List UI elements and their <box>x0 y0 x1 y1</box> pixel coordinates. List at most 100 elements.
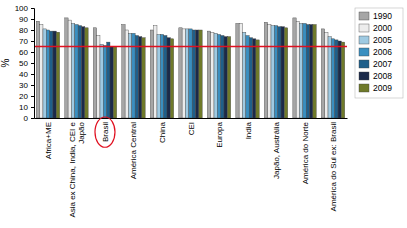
bar <box>154 26 157 118</box>
tick-label: 90 <box>19 15 28 24</box>
bar <box>53 31 56 118</box>
bar <box>268 25 271 119</box>
legend-label: 2007 <box>373 59 392 69</box>
bar <box>284 28 287 118</box>
legend: 1990200020052006200720082009 <box>355 8 403 98</box>
bar <box>303 23 306 118</box>
tick-label: 10 <box>19 103 28 112</box>
bar <box>296 21 299 118</box>
bar <box>207 31 210 118</box>
legend-item: 2007 <box>359 59 392 69</box>
bar <box>85 28 88 118</box>
bar <box>211 32 214 118</box>
tick-mark <box>31 118 34 119</box>
tick-mark <box>31 8 34 9</box>
bar <box>271 26 274 118</box>
plot: 0102030405060708090100Africa+MEAsia ex C… <box>15 4 348 218</box>
bar <box>256 40 259 118</box>
tick-label: 40 <box>19 70 28 79</box>
legend-item: 2009 <box>359 83 392 93</box>
tick-mark <box>31 74 34 75</box>
bar <box>243 32 246 118</box>
series <box>40 20 328 118</box>
tick-label: 70 <box>19 37 28 46</box>
tick-label: 100 <box>15 4 29 13</box>
axis-title: % <box>0 58 11 67</box>
legend-label: 2005 <box>373 35 392 45</box>
bar <box>100 44 103 118</box>
series <box>50 25 338 119</box>
axis-line <box>31 9 35 119</box>
bar <box>43 29 46 118</box>
bar <box>182 29 185 118</box>
tick: América do Sul ex: Brasil <box>329 122 338 212</box>
legend-label: 2009 <box>373 83 392 93</box>
legend-item: 2006 <box>359 47 392 57</box>
bar <box>328 37 331 118</box>
legend-item: 2000 <box>359 23 392 33</box>
bar <box>221 36 224 119</box>
series <box>43 23 331 118</box>
chart: 0102030405060708090100Africa+MEAsia ex C… <box>0 0 407 228</box>
tick: Africa+ME <box>44 122 53 159</box>
bar <box>65 18 68 118</box>
tick: CEI <box>187 122 196 135</box>
bar <box>75 25 78 119</box>
legend-swatch <box>359 72 369 80</box>
bar <box>313 25 316 119</box>
tick: 0 <box>24 114 34 123</box>
legend-label: 2000 <box>373 23 392 33</box>
legend-swatch <box>359 24 369 32</box>
tick: América Central <box>129 122 138 180</box>
bar <box>246 36 249 119</box>
bar <box>170 39 173 118</box>
bar <box>142 38 145 118</box>
tick-label: Europa <box>215 121 224 147</box>
bar <box>56 32 59 118</box>
tick: Japão, Austrália <box>272 121 281 178</box>
bar <box>227 37 230 118</box>
bar <box>331 39 334 118</box>
tick: 100 <box>15 4 34 13</box>
x-axis: Africa+ME Asia ex China, India, CEI eJapã… <box>35 119 348 218</box>
tick-label: China <box>158 121 167 142</box>
bar <box>310 25 313 119</box>
tick-label: 20 <box>19 92 28 101</box>
bar <box>103 45 106 118</box>
bar <box>278 27 281 118</box>
tick: Asia ex China, India, CEI eJapão <box>68 121 86 217</box>
bar <box>68 20 71 118</box>
bar <box>264 22 267 118</box>
bar <box>189 29 192 118</box>
tick: Brasil <box>101 122 110 142</box>
bar <box>192 30 195 118</box>
tick-mark <box>31 85 34 86</box>
series <box>36 18 324 118</box>
bar <box>150 30 153 118</box>
bar <box>274 26 277 118</box>
bar <box>224 37 227 118</box>
tick-label: India <box>244 121 253 139</box>
tick-label: Brasil <box>101 122 110 142</box>
legend-swatch <box>359 60 369 68</box>
bar <box>306 25 309 119</box>
bar <box>338 41 341 118</box>
tick-mark <box>31 30 34 31</box>
tick: 40 <box>19 70 34 79</box>
series <box>46 23 334 118</box>
tick-mark <box>31 107 34 108</box>
tick: 30 <box>19 81 34 90</box>
tick: 20 <box>19 92 34 101</box>
tick-label: América do Norte <box>301 121 310 184</box>
bar <box>71 23 74 118</box>
tick-mark <box>31 41 34 42</box>
bar <box>113 47 116 119</box>
tick: 50 <box>19 59 34 68</box>
tick: 10 <box>19 103 34 112</box>
tick: Europa <box>215 121 224 147</box>
tick-label: 60 <box>19 48 28 57</box>
tick-label: CEI <box>187 122 196 135</box>
legend-swatch <box>359 48 369 56</box>
bar <box>36 21 39 118</box>
tick-label: América Central <box>129 122 138 180</box>
